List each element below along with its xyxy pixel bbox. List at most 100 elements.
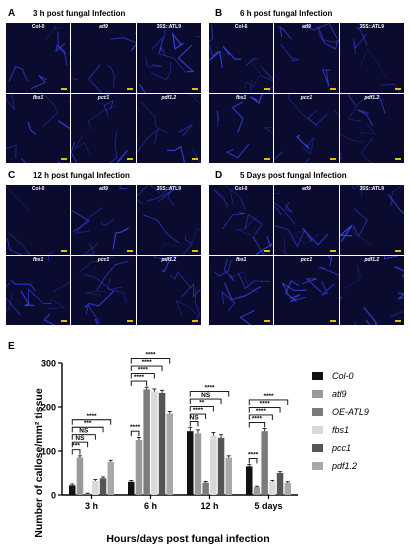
bar [210,435,217,495]
legend-item: fbs1 [312,421,369,439]
panel-b-image-grid: Col-6 atl9 35S::ATL9 fbs1 pcc1 pdf1.2 [209,23,404,163]
bar [202,482,209,495]
micrograph-tile: fbs1 [209,93,274,163]
legend-swatch [312,408,323,416]
fluorescent-strand [280,44,300,62]
panel-a-title: 3 h post fungal Infection [33,9,126,18]
micrograph-tile: atl9 [274,185,339,255]
fluorescent-strand [222,212,246,230]
significance-label: **** [130,424,141,431]
tile-label: fbs1 [236,94,247,101]
significance-label: ** [199,400,205,407]
micrograph-texture [339,255,404,325]
fluorescent-strand [145,57,162,68]
fluorescent-strand [250,63,262,91]
legend-swatch [312,426,323,434]
fluorescent-strand [6,292,13,312]
fluorescent-strand [30,75,48,90]
significance-bracket [248,421,266,428]
bar [194,433,202,495]
legend-item: Col-0 [312,367,369,385]
micrograph-texture [339,185,404,245]
micrograph-texture [136,93,201,163]
fluorescent-strand [191,227,201,244]
fluorescent-strand [285,201,294,213]
micrograph-texture [6,93,71,163]
tile-label: pdf1.2 [161,256,177,263]
tile-label: fbs1 [33,256,44,263]
tile-label: 35S::ATL9 [359,186,384,192]
significance-label: **** [142,359,153,366]
fluorescent-strand [7,238,21,255]
scale-bar [61,158,68,160]
fluorescent-strand [86,304,101,324]
x-axis-label: Hours/days post fungal infection [106,533,269,545]
fluorescent-strand [43,312,57,325]
x-tick-label: 12 h [200,501,218,511]
fluorescent-strand [151,23,178,50]
fluorescent-strand [383,255,397,260]
bar [84,493,91,495]
significance-bracket [130,430,140,437]
fluorescent-strand [157,36,186,74]
scale-bar [395,320,401,322]
fluorescent-strand [223,257,235,281]
fluorescent-strand [339,133,364,143]
fluorescent-strand [153,255,169,260]
significance-bracket [248,406,281,413]
legend-item: atl9 [312,385,369,403]
bar [151,391,158,495]
micrograph-tile: atl9 [71,185,136,255]
micrograph-texture [136,185,201,255]
fluorescent-strand [27,287,52,306]
fluorescent-strand [27,121,37,135]
bar [253,487,261,495]
fluorescent-strand [116,149,129,163]
fluorescent-strand [289,293,307,302]
fluorescent-strand [307,110,329,125]
fluorescent-strand [245,58,258,67]
fluorescent-strand [224,281,262,300]
micrograph-tile: fbs1 [6,255,71,325]
micrograph-tile: atl9 [274,23,339,93]
y-tick-label: 300 [41,359,56,369]
micrograph-tile: Col-0 [6,23,71,93]
x-tick-label: 6 h [144,501,157,511]
fluorescent-strand [225,143,250,158]
scale-bar [264,158,271,160]
fluorescent-strand [188,93,201,103]
significance-label: **** [145,352,156,359]
fluorescent-strand [57,119,71,129]
bar [128,481,135,495]
scale-bar [192,158,198,160]
fluorescent-strand [101,255,115,260]
significance-label: **** [263,393,274,400]
fluorescent-strand [359,49,387,80]
fluorescent-strand [178,123,193,136]
tile-label: fbs1 [33,94,44,101]
legend-label: pcc1 [332,443,352,453]
bar [284,483,291,495]
legend-label: Col-0 [332,371,354,381]
fluorescent-strand [57,161,61,163]
micrograph-texture [214,257,270,325]
fluorescent-strand [6,144,17,158]
scale-bar [264,320,271,322]
significance-bracket [189,421,199,427]
y-tick-label: 0 [51,491,56,501]
fluorescent-strand [117,159,120,163]
fluorescent-strand [317,31,339,44]
bar [143,389,150,495]
bar [246,466,253,495]
panel-b-title: 6 h post fungal Infection [240,9,333,18]
fluorescent-strand [142,214,179,244]
fluorescent-strand [85,290,106,295]
bar [92,480,99,495]
fluorescent-strand [6,94,16,110]
fluorescent-strand [159,243,176,255]
fluorescent-strand [83,243,99,255]
fluorescent-strand [177,44,195,73]
scale-bar [126,158,133,160]
fluorescent-strand [213,189,230,210]
significance-bracket [130,373,155,379]
